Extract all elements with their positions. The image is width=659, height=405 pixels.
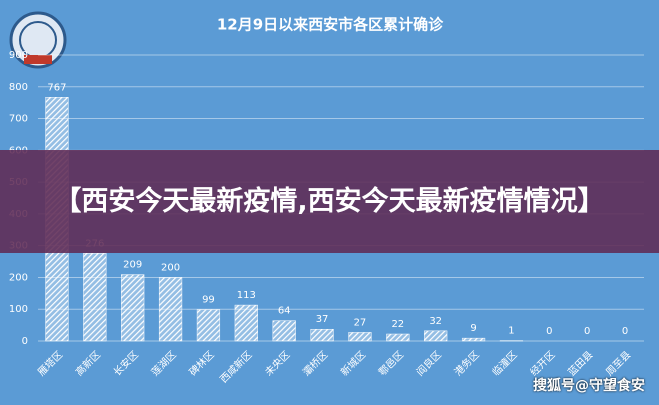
- x-tick-label: 经开区: [527, 348, 557, 378]
- data-label: 22: [391, 319, 404, 330]
- y-tick-label: 800: [9, 82, 28, 93]
- x-tick-label: 莲湖区: [149, 349, 179, 379]
- data-label: 32: [429, 316, 442, 327]
- x-tick-label: 灞桥区: [301, 349, 331, 379]
- y-tick-label: 200: [9, 272, 28, 283]
- bar: [121, 274, 145, 342]
- x-tick-label: 临潼区: [489, 348, 519, 378]
- data-label: 0: [546, 326, 552, 337]
- data-label: 9: [470, 323, 476, 334]
- data-label: 37: [316, 314, 329, 325]
- data-label: 0: [584, 326, 590, 337]
- y-tick-label: 900: [9, 50, 28, 61]
- y-tick-label: 0: [22, 336, 28, 347]
- data-label: 209: [123, 260, 142, 271]
- bar: [234, 304, 258, 342]
- x-tick-label: 周至县: [604, 349, 634, 379]
- bar: [310, 328, 334, 342]
- data-label: 1: [508, 326, 514, 337]
- banner-text: 【西安今天最新疫情,西安今天最新疫情情况】: [54, 185, 605, 217]
- bar: [461, 337, 486, 342]
- x-tick-label: 雁塔区: [35, 348, 65, 378]
- bar: [348, 332, 372, 342]
- y-tick-label: 700: [9, 114, 28, 125]
- x-tick-label: 高新区: [73, 348, 103, 378]
- x-tick-label: 西咸新区: [217, 348, 254, 385]
- data-label: 767: [47, 82, 66, 93]
- x-tick-label: 新城区: [338, 348, 368, 378]
- bar: [158, 277, 183, 342]
- data-label: 27: [354, 317, 367, 328]
- bar: [424, 330, 448, 342]
- x-tick-label: 港务区: [451, 348, 481, 378]
- x-tick-label: 未央区: [262, 348, 292, 378]
- watermark: 搜狐号@守望食安: [533, 378, 645, 394]
- bar: [386, 333, 410, 342]
- x-tick-label: 鄠邑区: [376, 349, 406, 379]
- data-label: 113: [237, 290, 256, 301]
- banner: 【西安今天最新疫情,西安今天最新疫情情况】: [0, 150, 659, 253]
- y-tick-label: 100: [9, 304, 28, 315]
- data-label: 0: [622, 326, 628, 337]
- x-tick-label: 碑林区: [186, 348, 216, 378]
- bar: [196, 309, 221, 342]
- x-tick-label: 阎良区: [414, 348, 444, 378]
- logo: [9, 11, 67, 69]
- data-label: 200: [161, 262, 180, 273]
- x-tick-label: 长安区: [111, 348, 141, 378]
- data-label: 64: [278, 306, 291, 317]
- data-label: 99: [202, 295, 215, 306]
- x-tick-label: 蓝田县: [566, 349, 596, 379]
- bar: [83, 253, 107, 342]
- chart-title: 12月9日以来西安市各区累计确诊: [217, 16, 444, 34]
- bar: [272, 320, 296, 342]
